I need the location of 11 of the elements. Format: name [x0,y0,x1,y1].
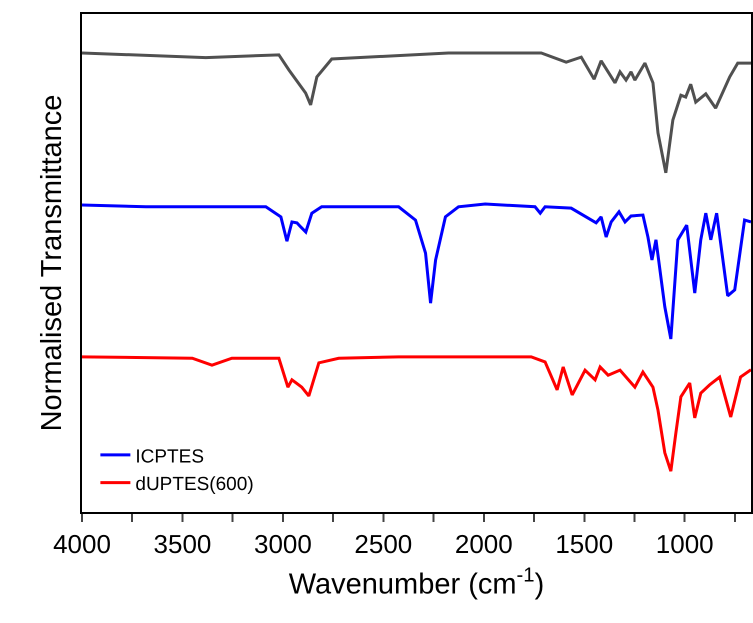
x-axis-title: Wavenumber (cm$^{-1}$) [288,564,544,600]
x-tick-label: 4000 [53,529,111,560]
x-tick-label: 1000 [656,529,714,560]
legend-label: ICPTES [135,446,204,468]
y-axis-title: Normalised Transmittance [36,94,68,432]
legend-label: dUPTES(600) [135,474,254,495]
x-tick-label: 2000 [454,529,513,560]
x-tick-label: 3000 [254,529,312,560]
x-tick-label: 3500 [154,529,212,560]
x-tick-label: 2500 [354,529,412,560]
x-tick-label: 1500 [555,529,614,560]
